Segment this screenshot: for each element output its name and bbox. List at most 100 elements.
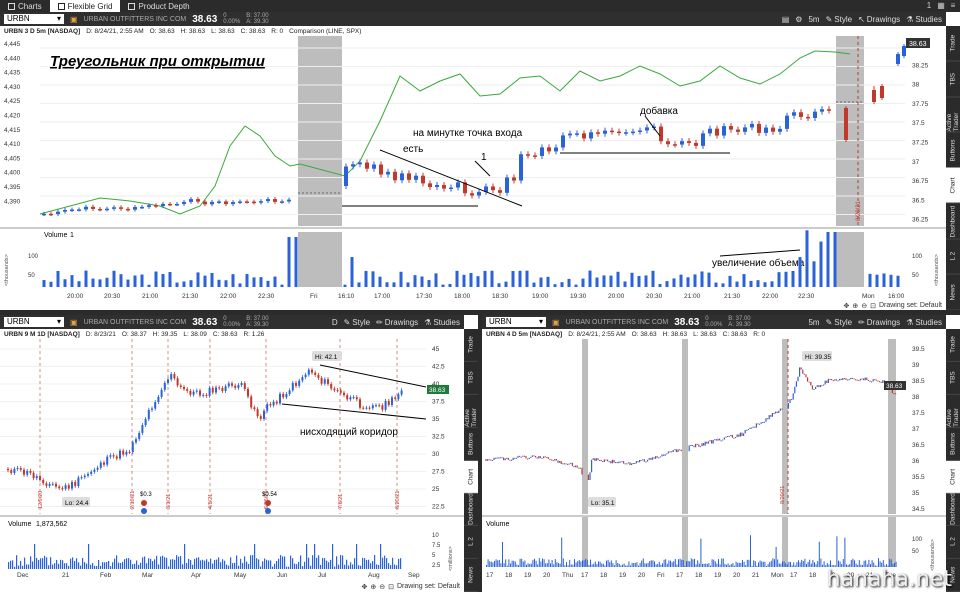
horizontal-splitter[interactable] bbox=[0, 310, 960, 315]
drawings-button[interactable]: ✏ Drawings bbox=[858, 318, 900, 327]
sidebar-tab-active-trader[interactable]: Active Trader bbox=[464, 394, 478, 428]
sidebar-tab-dashboard[interactable]: Dashboard bbox=[946, 203, 960, 239]
sidebar-tab-l-2[interactable]: L 2 bbox=[946, 526, 960, 560]
volume-bar bbox=[52, 564, 54, 569]
sidebar-tab-trade[interactable]: Trade bbox=[464, 329, 478, 362]
sidebar-tab-active-trader[interactable]: Active Trader bbox=[946, 97, 960, 133]
tab-product-depth[interactable]: Product Depth bbox=[120, 0, 197, 12]
drawing-set-label[interactable]: Drawing set: Default bbox=[396, 583, 460, 590]
sidebar-tab-dashboard[interactable]: Dashboard bbox=[946, 493, 960, 527]
volume-bar bbox=[575, 562, 577, 567]
symbol-input[interactable]: URBN ▾ bbox=[486, 317, 546, 327]
sidebar-tab-tbs[interactable]: TBS bbox=[946, 361, 960, 395]
period-button[interactable]: D bbox=[331, 317, 338, 327]
volume-bar bbox=[535, 560, 537, 567]
zoom-fit-icon[interactable]: ⊡ bbox=[870, 302, 876, 310]
candle bbox=[850, 377, 852, 380]
period-button[interactable]: 5m bbox=[808, 14, 820, 24]
candle bbox=[807, 377, 809, 382]
link-icon[interactable]: ▣ bbox=[70, 317, 78, 327]
sidebar-tab-tbs[interactable]: TBS bbox=[946, 61, 960, 97]
tab-flexible-grid[interactable]: Flexible Grid bbox=[49, 0, 121, 12]
candle bbox=[736, 434, 738, 438]
sidebar-tab-active-trader[interactable]: Active Trader bbox=[946, 394, 960, 428]
volume-bar bbox=[753, 560, 755, 567]
gear-icon[interactable]: ⚙ bbox=[795, 14, 803, 24]
candle bbox=[653, 457, 655, 459]
zoom-in-icon[interactable]: ⊕ bbox=[370, 583, 377, 591]
sidebar-tab-buttons[interactable]: Buttons bbox=[946, 427, 960, 461]
br-chart-canvas[interactable]: 39.5 39 38.5 38 37.5 37 36.5 36 35.5 35 34.5 8/20/2… bbox=[482, 339, 946, 592]
sidebar-tab-buttons[interactable]: Buttons bbox=[946, 132, 960, 168]
candle bbox=[703, 443, 705, 446]
candle bbox=[224, 201, 228, 205]
studies-button[interactable]: ⚗ Studies bbox=[424, 318, 464, 327]
drawings-button[interactable]: ↖ Drawings bbox=[858, 15, 900, 24]
price-change: 0 0.00% bbox=[705, 316, 722, 328]
scroll-arrows-icon[interactable]: ✥ bbox=[843, 302, 850, 310]
candle bbox=[656, 456, 658, 458]
volume-bar bbox=[44, 555, 46, 569]
style-button[interactable]: ✎ Style bbox=[826, 318, 853, 327]
link-icon[interactable]: ▣ bbox=[552, 317, 560, 327]
window-count-button[interactable]: 1 bbox=[926, 1, 932, 10]
scroll-arrows-icon[interactable]: ✥ bbox=[361, 583, 368, 591]
sidebar-tab-chart[interactable]: Chart bbox=[946, 460, 960, 494]
volume-bar bbox=[719, 564, 721, 567]
tab-charts[interactable]: Charts bbox=[0, 0, 50, 12]
bl-chart-canvas[interactable]: 45 42.5 40 37.5 35 32.5 30 27.5 25 22.5 12/9/20 2/1… bbox=[0, 339, 464, 583]
sidebar-tab-trade[interactable]: Trade bbox=[946, 26, 960, 62]
style-button[interactable]: ✎ Style bbox=[826, 15, 853, 24]
time-axis-tick: Feb bbox=[100, 572, 112, 579]
drawing-set-label[interactable]: Drawing set: Default bbox=[878, 302, 942, 309]
zoom-out-icon[interactable]: ⊖ bbox=[379, 583, 386, 591]
drawings-button[interactable]: ✏ Drawings bbox=[376, 318, 418, 327]
candle bbox=[882, 380, 884, 383]
layout-icon[interactable]: ▦ bbox=[937, 1, 945, 10]
studies-button[interactable]: ⚗ Studies bbox=[906, 15, 946, 24]
zoom-out-icon[interactable]: ⊖ bbox=[861, 302, 868, 310]
vertical-splitter[interactable] bbox=[478, 315, 482, 592]
change-pct: 0.00% bbox=[223, 322, 241, 328]
sidebar-tab-chart[interactable]: Chart bbox=[464, 460, 478, 494]
sidebar-tab-news[interactable]: News bbox=[464, 559, 478, 592]
volume-bar bbox=[206, 559, 208, 569]
sidebar-tab-buttons[interactable]: Buttons bbox=[464, 427, 478, 461]
sidebar-tab-dashboard[interactable]: Dashboard bbox=[464, 493, 478, 527]
menu-icon[interactable]: ≡ bbox=[950, 1, 956, 10]
candle bbox=[77, 209, 81, 211]
candle bbox=[707, 441, 709, 444]
candle bbox=[895, 393, 897, 395]
bl-chart-header: URBN ▾ ▣ URBAN OUTFITTERS INC COM 38.63 0… bbox=[0, 315, 464, 329]
volume-bar bbox=[748, 559, 750, 567]
sidebar-tab-chart[interactable]: Chart bbox=[946, 168, 960, 204]
print-icon[interactable]: ▤ bbox=[781, 14, 790, 24]
candle bbox=[599, 459, 601, 461]
candle bbox=[671, 451, 673, 453]
studies-button[interactable]: ⚗ Studies bbox=[906, 318, 946, 327]
candle bbox=[861, 378, 863, 380]
style-button[interactable]: ✎ Style bbox=[344, 318, 371, 327]
candle bbox=[843, 378, 845, 380]
candle bbox=[859, 378, 861, 381]
link-icon[interactable]: ▣ bbox=[70, 14, 78, 24]
sidebar-tab-tbs[interactable]: TBS bbox=[464, 361, 478, 395]
sidebar-tab-l-2[interactable]: L 2 bbox=[464, 526, 478, 560]
volume-bar bbox=[550, 563, 551, 567]
date-marker-label: 12/9/20 bbox=[38, 491, 44, 509]
zoom-fit-icon[interactable]: ⊡ bbox=[388, 583, 394, 591]
candle bbox=[632, 463, 634, 465]
volume-bar bbox=[399, 271, 403, 287]
volume-bar bbox=[679, 274, 683, 287]
sidebar-tab-news[interactable]: News bbox=[946, 274, 960, 310]
candle bbox=[743, 433, 745, 436]
symbol-input[interactable]: URBN ▾ bbox=[4, 317, 64, 327]
sidebar-tab-trade[interactable]: Trade bbox=[946, 329, 960, 362]
period-button[interactable]: 5m bbox=[808, 317, 820, 327]
sidebar-tab-l-2[interactable]: L 2 bbox=[946, 239, 960, 275]
vol-unit: <thousands> bbox=[934, 254, 940, 286]
zoom-in-icon[interactable]: ⊕ bbox=[852, 302, 859, 310]
candle bbox=[505, 177, 509, 193]
top-chart-canvas[interactable]: 4,445 4,440 4,435 4,430 4,425 4,420 4,415 4,410… bbox=[0, 36, 946, 303]
symbol-input[interactable]: URBN ▾ bbox=[4, 14, 64, 24]
